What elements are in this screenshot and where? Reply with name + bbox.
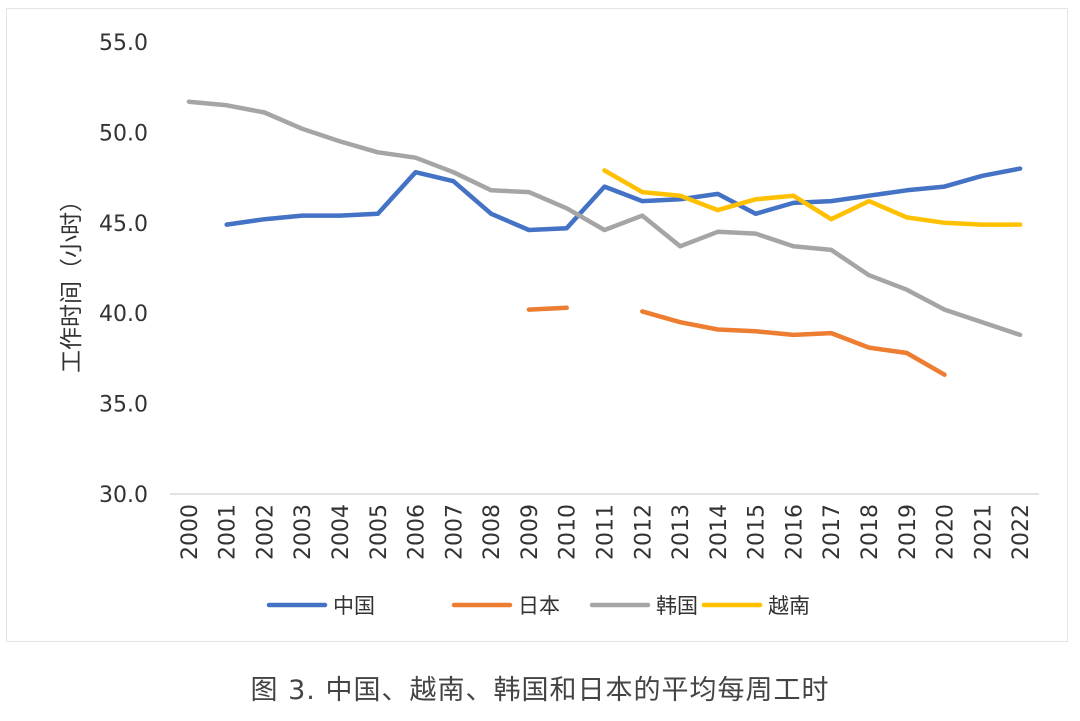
- x-tick-label: 2011: [594, 504, 619, 560]
- x-tick-label: 2019: [896, 504, 921, 560]
- x-tick-label: 2000: [178, 504, 203, 560]
- x-tick-label: 2002: [253, 504, 278, 560]
- y-tick-label: 40.0: [99, 302, 148, 327]
- series-line-日本: [526, 305, 947, 377]
- x-tick-label: 2021: [971, 504, 996, 560]
- x-tick-label: 2003: [291, 504, 316, 560]
- y-tick-label: 50.0: [99, 121, 148, 146]
- x-tick-label: 2001: [216, 504, 241, 560]
- x-tick-label: 2008: [480, 504, 505, 560]
- figure-caption: 图 3. 中国、越南、韩国和日本的平均每周工时: [250, 675, 830, 706]
- x-tick-label: 2007: [442, 504, 467, 560]
- y-tick-label: 30.0: [99, 483, 148, 508]
- series-line-中国: [224, 166, 1023, 233]
- chart-card: 工作时间（小时） 30.0 35.0 40.0 45.0 50.0 55.0 2000 20…: [6, 8, 1068, 642]
- x-tick-label: 2018: [858, 504, 883, 560]
- x-tick-label: 2016: [782, 504, 807, 560]
- legend-label-韩国: 韩国: [656, 594, 698, 618]
- y-tick-label: 55.0: [99, 31, 148, 56]
- x-tick-label: 2017: [820, 504, 845, 560]
- x-tick-label: 2012: [631, 504, 656, 560]
- y-axis-ticks: 30.0 35.0 40.0 45.0 50.0 55.0: [99, 31, 148, 508]
- x-axis-ticks: 2000 2001 2002 2003 2004 2005 2006 2007 2008 2009…: [178, 504, 1034, 560]
- x-tick-label: 2020: [934, 504, 959, 560]
- legend-label-中国: 中国: [333, 594, 375, 618]
- legend-label-日本: 日本: [518, 594, 560, 618]
- series-lines: [186, 99, 1023, 377]
- x-tick-label: 2014: [707, 504, 732, 560]
- line-chart: 工作时间（小时） 30.035.040.045.050.055.0 2000 20…: [59, 31, 1039, 618]
- x-tick-label: 2013: [669, 504, 694, 560]
- x-tick-label: 2009: [518, 504, 543, 560]
- x-tick-label: 2022: [1009, 504, 1034, 560]
- series-line-韩国: [186, 99, 1023, 338]
- legend-label-越南: 越南: [768, 594, 810, 618]
- x-tick-label: 2015: [745, 504, 770, 560]
- legend: 中国 日本 韩国 越南: [266, 594, 810, 618]
- y-tick-label: 45.0: [99, 212, 148, 237]
- x-tick-label: 2004: [329, 504, 354, 560]
- series-line-越南: [602, 168, 1023, 227]
- y-axis-title-group: 工作时间（小时）: [59, 189, 85, 373]
- x-tick-label: 2005: [367, 504, 392, 560]
- x-tick-label: 2010: [556, 504, 581, 560]
- y-axis-title: 工作时间（小时）: [59, 189, 85, 373]
- y-tick-label: 35.0: [99, 393, 148, 418]
- x-tick-label: 2006: [405, 504, 430, 560]
